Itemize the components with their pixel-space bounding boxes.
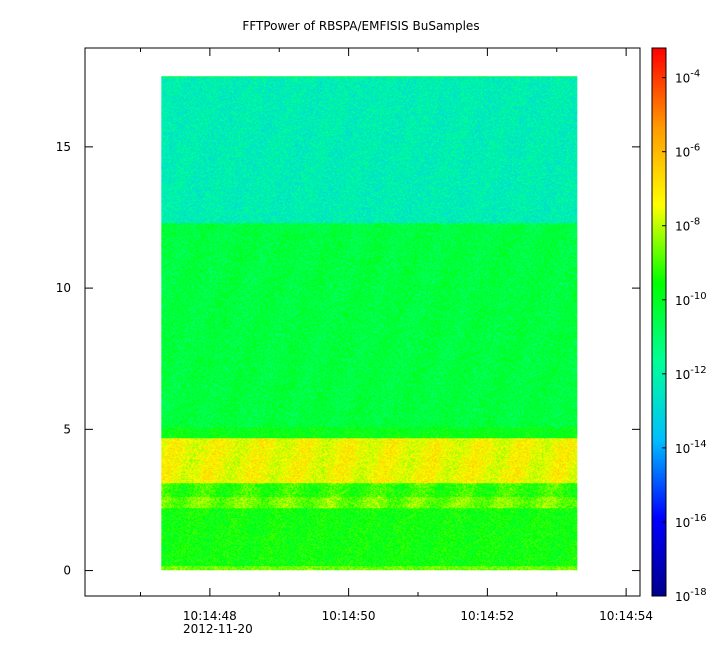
colorbar-tick-label: 10-4: [675, 69, 700, 86]
chart-title: FFTPower of RBSPA/EMFISIS BuSamples: [242, 19, 479, 33]
spectrogram-heatmap: [161, 76, 578, 571]
colorbar-ticks: 10-4 10-6 10-8 10-10 10-12 10-14 10-16 10-18: [662, 69, 707, 604]
colorbar-tick-label: 10-18: [675, 587, 707, 604]
y-tick-label: 10: [56, 281, 71, 295]
colorbar-gradient: [652, 48, 666, 596]
colorbar-tick-label: 10-8: [675, 217, 700, 234]
y-axis: 0 5 10 15: [56, 140, 640, 578]
y-tick-label: 0: [63, 564, 71, 578]
plot-area: [84, 47, 641, 597]
colorbar-tick-label: 10-6: [675, 143, 700, 160]
y-tick-label: 15: [56, 140, 71, 154]
colorbar: 10-4 10-6 10-8 10-10 10-12 10-14 10-16 10-18: [651, 47, 707, 604]
colorbar-tick-label: 10-12: [675, 365, 707, 382]
colorbar-frame: [651, 47, 667, 597]
colorbar-tick-label: 10-16: [675, 513, 707, 530]
x-tick-label: 10:14:52: [460, 609, 514, 623]
colorbar-tick-label: 10-14: [675, 439, 707, 456]
x-tick-label: 10:14:54: [599, 609, 653, 623]
x-tick-label: 10:14:48: [183, 609, 237, 623]
x-tick-label: 10:14:50: [322, 609, 376, 623]
y-tick-label: 5: [63, 422, 71, 436]
x-tick-date-label: 2012-11-20: [183, 622, 253, 636]
colorbar-tick-label: 10-10: [675, 291, 707, 308]
